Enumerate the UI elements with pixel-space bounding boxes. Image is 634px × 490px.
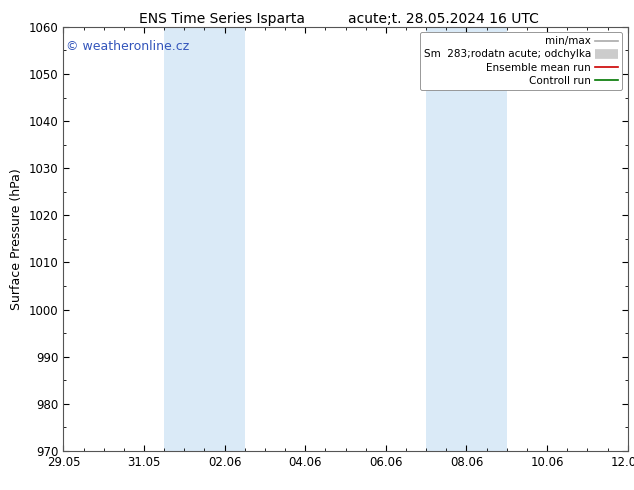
Legend: min/max, Sm  283;rodatn acute; odchylka, Ensemble mean run, Controll run: min/max, Sm 283;rodatn acute; odchylka, …: [420, 32, 623, 90]
Bar: [426, 27, 507, 451]
Text: acute;t. 28.05.2024 16 UTC: acute;t. 28.05.2024 16 UTC: [348, 12, 540, 26]
Bar: [164, 27, 245, 451]
Text: © weatheronline.cz: © weatheronline.cz: [66, 40, 190, 52]
Y-axis label: Surface Pressure (hPa): Surface Pressure (hPa): [10, 168, 23, 310]
Text: ENS Time Series Isparta: ENS Time Series Isparta: [139, 12, 305, 26]
